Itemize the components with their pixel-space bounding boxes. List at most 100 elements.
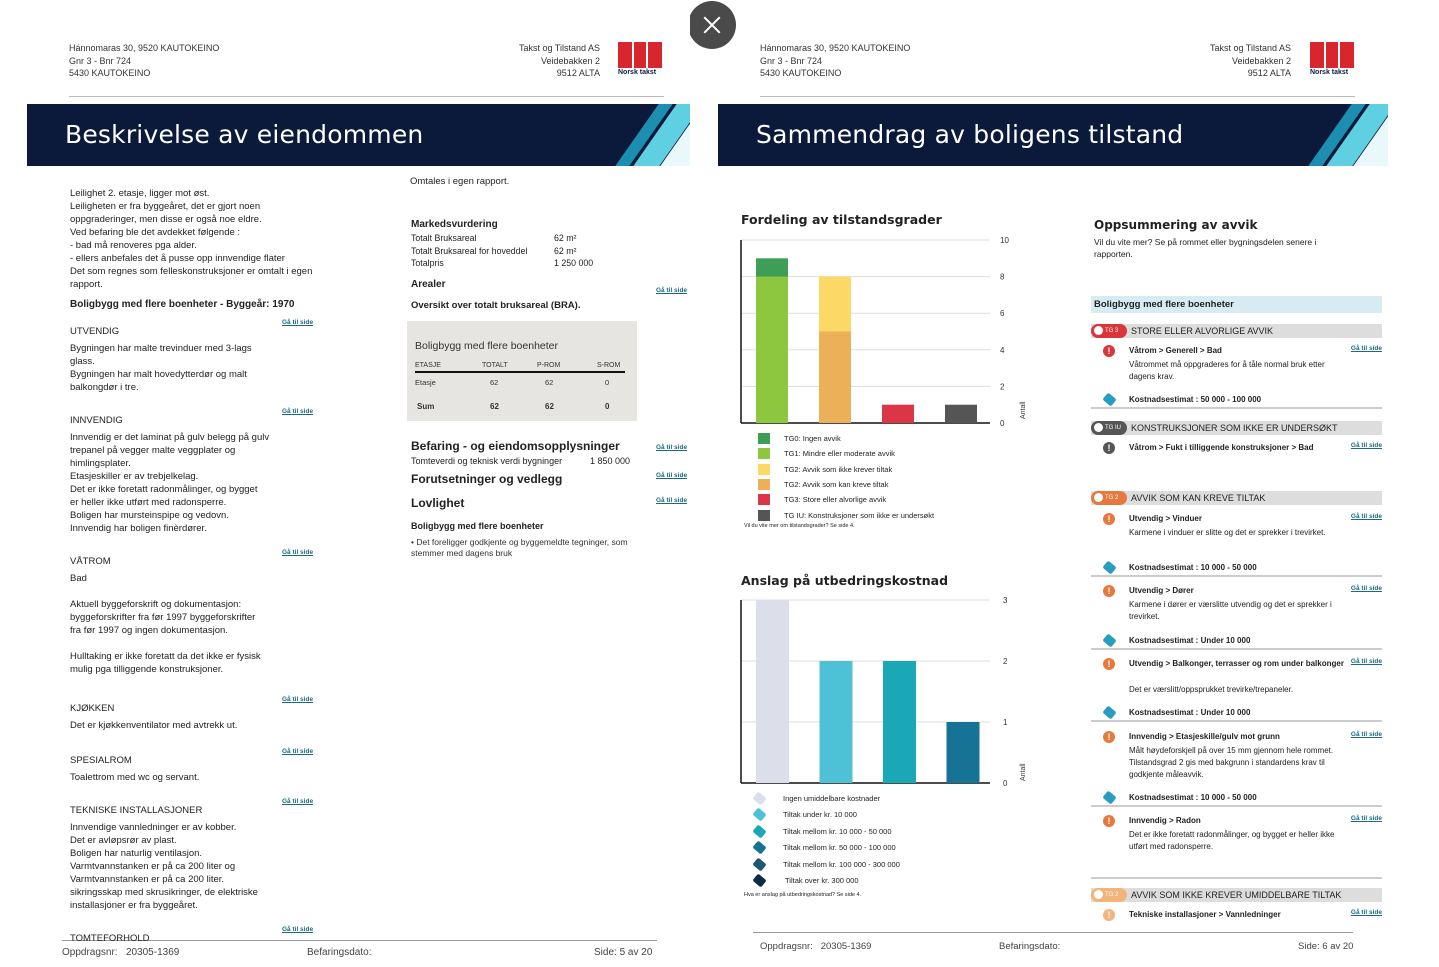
- building-heading: Boligbygg med flere boenheter - Byggeår:…: [70, 299, 295, 310]
- goto-page-link[interactable]: Gå til side: [656, 497, 688, 504]
- goto-page-link[interactable]: Gå til side: [1350, 345, 1382, 352]
- goto-page-link[interactable]: Gå til side: [282, 408, 314, 415]
- tg-group-title: AVVIK SOM IKKE KREVER UMIDDELBARE TILTAK: [1131, 890, 1342, 900]
- legend-swatch: [758, 509, 770, 521]
- y-tick-label: 0: [1003, 779, 1008, 788]
- deviation-title: Utvendig > Dører: [1129, 586, 1194, 595]
- market-value: 62 m²: [554, 233, 577, 243]
- section-line: himlingsplater.: [70, 458, 131, 469]
- lovlighet-text: • Det foreligger godkjente og byggemeldt…: [411, 537, 628, 559]
- page-title-banner: Sammendrag av boligens tilstand: [718, 104, 1388, 166]
- intro-line: oppgraderinger, men disse er også noe el…: [70, 214, 262, 225]
- intro-line: Leilighet 2. etasje, ligger mot øst.: [70, 188, 210, 199]
- page-number: Side: 6 av 20: [1298, 941, 1354, 952]
- tg-group-header: TG 3 STORE ELLER ALVORLIGE AVVIK: [1091, 324, 1382, 338]
- section-line: mulig pga tilliggende konstruksjoner.: [70, 664, 224, 675]
- section-title: INNVENDIG: [70, 415, 123, 426]
- goto-page-link[interactable]: Gå til side: [1350, 815, 1382, 822]
- logo-text: Norsk takst: [1310, 69, 1349, 76]
- y-tick-label: 2: [1000, 382, 1005, 391]
- divider: [1091, 877, 1382, 879]
- forutsetninger-title: Forutsetninger og vedlegg: [411, 472, 563, 486]
- deviation-description: Våtrommet må oppgraderes for å tåle norm…: [1129, 360, 1325, 381]
- address-line: Gnr 3 - Bnr 724: [69, 55, 132, 66]
- deviation-title: Våtrom > Generell > Bad: [1129, 346, 1222, 355]
- chart-title-kostnad: Anslag på utbedringskostnad: [741, 573, 949, 588]
- cost-label: Kostnadsestimat :: [1129, 395, 1199, 404]
- goto-page-link[interactable]: Gå til side: [1350, 658, 1382, 665]
- close-viewer-button[interactable]: [688, 1, 736, 49]
- footer-oppdrag: Oppdragsnr: 20305-1369: [62, 947, 179, 958]
- table-header: P-ROM: [537, 362, 561, 369]
- header-divider: [760, 96, 1355, 97]
- legend-swatch: [758, 478, 770, 490]
- goto-page-link[interactable]: Gå til side: [656, 472, 688, 479]
- cost-label: Kostnadsestimat :: [1129, 708, 1199, 717]
- table-sum-cell: 62: [545, 402, 554, 411]
- cost-value: Kostnadsestimat : Under 10 000: [1129, 708, 1250, 717]
- goto-page-link[interactable]: Gå til side: [282, 319, 314, 326]
- goto-page-link[interactable]: Gå til side: [282, 549, 314, 556]
- legend-label: Tiltak over kr. 300 000: [785, 876, 859, 885]
- price-tag-icon: [1102, 560, 1117, 575]
- bar-segment: [945, 404, 977, 423]
- goto-page-link[interactable]: Gå til side: [1350, 909, 1382, 916]
- address-line: Hánnomaras 30, 9520 KAUTOKEINO: [760, 43, 911, 53]
- company-line: Veidebakken 2: [1231, 55, 1291, 66]
- oppdrag-value: 20305-1369: [820, 941, 872, 952]
- goto-page-link[interactable]: Gå til side: [656, 444, 688, 451]
- summary-building: Boligbygg med flere boenheter: [1091, 296, 1382, 313]
- legend-swatch: [758, 433, 770, 444]
- table-cell: 0: [605, 378, 610, 387]
- goto-page-link[interactable]: Gå til side: [282, 798, 314, 805]
- goto-page-link[interactable]: Gå til side: [1350, 513, 1382, 520]
- deviation-title: Utvendig > Balkonger, terrasser og rom u…: [1129, 659, 1344, 668]
- befaring-date-label: Befaringsdato:: [999, 941, 1061, 952]
- footer-oppdrag: Oppdragsnr: 20305-1369: [760, 941, 871, 952]
- norsk-takst-logo: Norsk takst: [1310, 42, 1356, 78]
- section-line: fra før 1997 og ingen dokumentasjon.: [70, 625, 228, 636]
- bar: [819, 661, 853, 783]
- section-line: Varmtvannstanken er på ca 200 liter og: [70, 861, 236, 872]
- cost-label: Kostnadsestimat :: [1129, 636, 1199, 645]
- goto-page-link[interactable]: Gå til side: [656, 287, 688, 294]
- legend-label: Tiltak mellom kr. 50 000 - 100 000: [783, 843, 896, 853]
- warning-icon: !: [1103, 815, 1115, 827]
- deviation-title: Utvendig > Vinduer: [1129, 514, 1202, 523]
- section-line: Bad: [70, 573, 87, 584]
- goto-page-link[interactable]: Gå til side: [1350, 585, 1382, 592]
- table-sum-cell: 0: [605, 402, 610, 411]
- goto-page-link[interactable]: Gå til side: [282, 748, 314, 755]
- footer-divider: [62, 940, 657, 941]
- goto-page-link[interactable]: Gå til side: [1350, 731, 1382, 738]
- norsk-takst-logo: Norsk takst: [618, 42, 664, 78]
- legend-swatch: [758, 494, 770, 506]
- intro-line: - bad må renoveres pga alder.: [70, 240, 197, 251]
- section-line: installasjoner er fra byggeåret.: [70, 900, 198, 911]
- oppdrag-value: 20305-1369: [125, 947, 180, 958]
- legend-label: Ingen umiddelbare kostnader: [783, 794, 881, 803]
- price-tag-icon: [1102, 790, 1117, 805]
- y-tick-label: 8: [1000, 273, 1005, 282]
- section-line: Boligen har mursteinspipe og vedovn.: [70, 510, 229, 521]
- warning-icon: !: [1103, 585, 1115, 597]
- goto-page-link[interactable]: Gå til side: [1350, 442, 1382, 449]
- warning-icon: !: [1103, 658, 1115, 670]
- legend-label: TG3: Store eller alvorlige avvik: [784, 495, 887, 505]
- lovlighet-title: Lovlighet: [411, 496, 465, 510]
- y-tick-label: 4: [1000, 346, 1005, 355]
- goto-page-link[interactable]: Gå til side: [282, 926, 314, 933]
- text-line: stemmer med dagens bruk: [411, 548, 513, 558]
- bra-title: Oversikt over totalt bruksareal (BRA).: [411, 300, 581, 311]
- company-line: Takst og Tilstand AS: [1209, 43, 1291, 53]
- cost-value: Kostnadsestimat : Under 10 000: [1129, 636, 1250, 645]
- table-cell: 62: [490, 378, 499, 387]
- section-title: TOMTEFORHOLD: [70, 933, 150, 944]
- goto-page-link[interactable]: Gå til side: [282, 696, 314, 703]
- tg-group-title: STORE ELLER ALVORLIGE AVVIK: [1131, 326, 1274, 336]
- page-title: Sammendrag av boligens tilstand: [756, 120, 1184, 149]
- market-value: 62 m²: [554, 245, 577, 256]
- lovlighet-subtitle: Boligbygg med flere boenheter: [411, 521, 544, 531]
- summary-title: Oppsummering av avvik: [1094, 218, 1258, 232]
- section-title: SPESIALROM: [70, 755, 132, 766]
